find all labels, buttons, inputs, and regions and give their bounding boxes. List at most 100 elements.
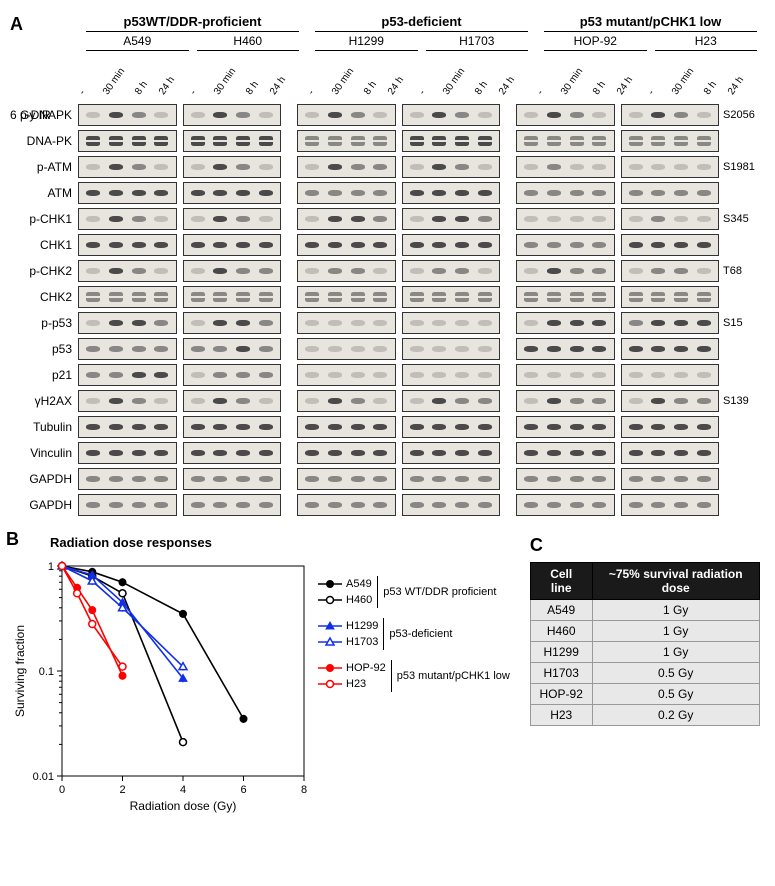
band <box>305 398 319 404</box>
blot-lane <box>183 104 282 126</box>
band <box>236 398 250 404</box>
blot-lane <box>183 130 282 152</box>
band <box>455 398 469 404</box>
band <box>259 216 273 222</box>
blot-lane <box>297 416 396 438</box>
band <box>674 164 688 170</box>
band <box>351 346 365 352</box>
blot-lane <box>621 390 720 412</box>
blot-lane <box>183 182 282 204</box>
band <box>191 242 205 248</box>
band <box>213 424 227 430</box>
band <box>86 346 100 352</box>
band <box>547 136 561 146</box>
time-label: 24 h <box>386 73 408 97</box>
band <box>455 320 469 326</box>
group-header-0: p53WT/DDR-proficient <box>86 14 299 32</box>
band <box>410 502 424 508</box>
blot-lane <box>516 312 615 334</box>
band <box>432 502 446 508</box>
band <box>373 164 387 170</box>
blot-lane <box>516 182 615 204</box>
band <box>86 398 100 404</box>
cell-header: H1299 <box>315 34 418 51</box>
blot-lane <box>516 260 615 282</box>
band <box>305 112 319 118</box>
band <box>455 112 469 118</box>
svg-text:0.01: 0.01 <box>33 771 54 783</box>
band <box>154 242 168 248</box>
band <box>432 190 446 196</box>
band <box>547 216 561 222</box>
band <box>132 424 146 430</box>
band <box>351 242 365 248</box>
blot-lane <box>516 130 615 152</box>
band <box>570 190 584 196</box>
table-row: HOP-920.5 Gy <box>530 684 759 705</box>
blot-lane <box>183 312 282 334</box>
blot-lane <box>516 208 615 230</box>
band <box>109 372 123 378</box>
band <box>191 190 205 196</box>
legend-item: H23 <box>318 676 386 692</box>
band <box>305 320 319 326</box>
band <box>132 242 146 248</box>
band <box>674 216 688 222</box>
svg-text:6: 6 <box>240 784 246 796</box>
time-label: 8 h <box>473 73 495 97</box>
group-headers: p53WT/DDR-proficient p53-deficient p53 m… <box>78 14 765 32</box>
band <box>132 398 146 404</box>
blot-lane <box>183 260 282 282</box>
band <box>213 476 227 482</box>
blot-lane <box>621 338 720 360</box>
svg-text:8: 8 <box>301 784 307 796</box>
band <box>351 190 365 196</box>
phospho-site: S139 <box>719 395 765 407</box>
band <box>410 164 424 170</box>
blot-lane <box>516 416 615 438</box>
band <box>373 398 387 404</box>
band <box>328 450 342 456</box>
band <box>213 450 227 456</box>
time-label: - <box>645 73 667 97</box>
band <box>524 424 538 430</box>
band <box>455 502 469 508</box>
blot-lane <box>516 364 615 386</box>
band <box>547 268 561 274</box>
band <box>592 216 606 222</box>
panel-b: B Radiation dose responses 024680.010.11… <box>10 535 510 816</box>
band <box>191 112 205 118</box>
time-label: 24 h <box>726 73 748 97</box>
band <box>328 476 342 482</box>
band <box>86 424 100 430</box>
blot-lane <box>402 208 501 230</box>
blot-row: p-ATMS1981 <box>10 155 765 179</box>
blot-lane <box>78 260 177 282</box>
band <box>592 424 606 430</box>
th-dose: ~75% survival radiation dose <box>592 563 759 600</box>
band <box>432 292 446 302</box>
band <box>154 398 168 404</box>
legend-item: H460 <box>318 592 372 608</box>
time-label: 8 h <box>133 73 155 97</box>
blot-lane <box>402 364 501 386</box>
band <box>328 216 342 222</box>
blot-lane <box>78 442 177 464</box>
band <box>651 450 665 456</box>
blot-row: p-p53S15 <box>10 311 765 335</box>
band <box>154 424 168 430</box>
band <box>373 112 387 118</box>
band <box>132 268 146 274</box>
band <box>651 164 665 170</box>
band <box>570 242 584 248</box>
band <box>191 136 205 146</box>
band <box>478 372 492 378</box>
dose-response-chart: 024680.010.11Radiation dose (Gy)Survivin… <box>10 556 310 816</box>
panel-b-label: B <box>6 529 19 550</box>
band <box>109 112 123 118</box>
band <box>524 398 538 404</box>
blot-row: p-CHK2T68 <box>10 259 765 283</box>
band <box>410 268 424 274</box>
band <box>651 136 665 146</box>
dose-label: 6 Gy IR <box>10 108 51 122</box>
